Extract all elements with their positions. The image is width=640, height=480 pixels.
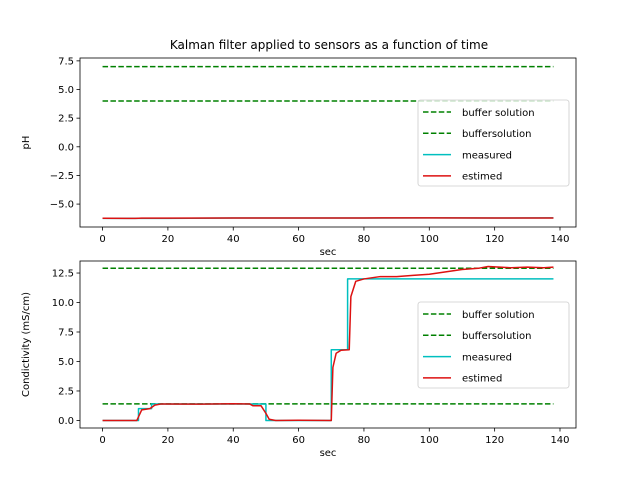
y-axis-label: pH <box>21 136 32 150</box>
y-tick-label: 5.0 <box>58 357 74 368</box>
legend-label-3: estimed <box>462 374 502 385</box>
plot-frame <box>79 57 577 228</box>
ph-chart-panel: 0 20 40 60 80 100 120 140 −5.0 −2.5 0.0 2.5 5.0 7.5 se… <box>21 56 577 258</box>
legend-label-2: measured <box>462 150 512 161</box>
y-tick-label: 7.5 <box>58 56 74 67</box>
chart-title: Kalman filter applied to sensors as a fu… <box>170 38 488 52</box>
y-tick-label: 12.5 <box>52 269 74 280</box>
y-tick-label: −2.5 <box>50 171 74 182</box>
y-tick-label: 2.5 <box>58 114 74 125</box>
x-tick-label: 0 <box>99 435 105 446</box>
x-tick-label: 100 <box>420 435 439 446</box>
legend-box <box>417 301 570 389</box>
x-tick-label: 20 <box>162 234 175 245</box>
legend-label-3: estimed <box>462 172 502 183</box>
x-tick-label: 60 <box>292 435 305 446</box>
legend-label-0: buffer solution <box>462 310 535 321</box>
series-line-3 <box>102 217 554 220</box>
x-tick-label: 140 <box>550 234 569 245</box>
y-axis-label: Condictivity (mS/cm) <box>21 292 32 397</box>
legend-box <box>417 99 570 187</box>
x-tick-label: 120 <box>485 234 504 245</box>
x-tick-label: 20 <box>162 435 175 446</box>
series-line-3 <box>102 265 554 422</box>
conductivity-chart-panel: 0 20 40 60 80 100 120 140 0.0 2.5 5.0 7.5 10.0 12.5 se… <box>21 260 577 459</box>
x-tick-label: 80 <box>358 234 371 245</box>
legend-label-1: buffersolution <box>462 129 531 140</box>
x-axis-label: sec <box>320 448 337 459</box>
x-tick-label: 80 <box>358 435 371 446</box>
y-tick-label: 0.0 <box>58 416 74 427</box>
y-tick-label: 0.0 <box>58 142 74 153</box>
plot-frame <box>79 260 577 429</box>
x-axis-label: sec <box>320 247 337 258</box>
x-tick-label: 140 <box>550 435 569 446</box>
legend-label-0: buffer solution <box>462 108 535 119</box>
legend-label-2: measured <box>462 352 512 363</box>
y-tick-label: 10.0 <box>52 298 74 309</box>
x-tick-label: 40 <box>227 234 240 245</box>
x-tick-label: 0 <box>99 234 105 245</box>
legend-label-1: buffersolution <box>462 331 531 342</box>
y-tick-label: 7.5 <box>58 327 74 338</box>
y-tick-label: −5.0 <box>50 200 74 211</box>
y-tick-label: 5.0 <box>58 85 74 96</box>
x-tick-label: 120 <box>485 435 504 446</box>
x-tick-label: 60 <box>292 234 305 245</box>
x-tick-label: 40 <box>227 435 240 446</box>
y-tick-label: 2.5 <box>58 386 74 397</box>
x-tick-label: 100 <box>420 234 439 245</box>
